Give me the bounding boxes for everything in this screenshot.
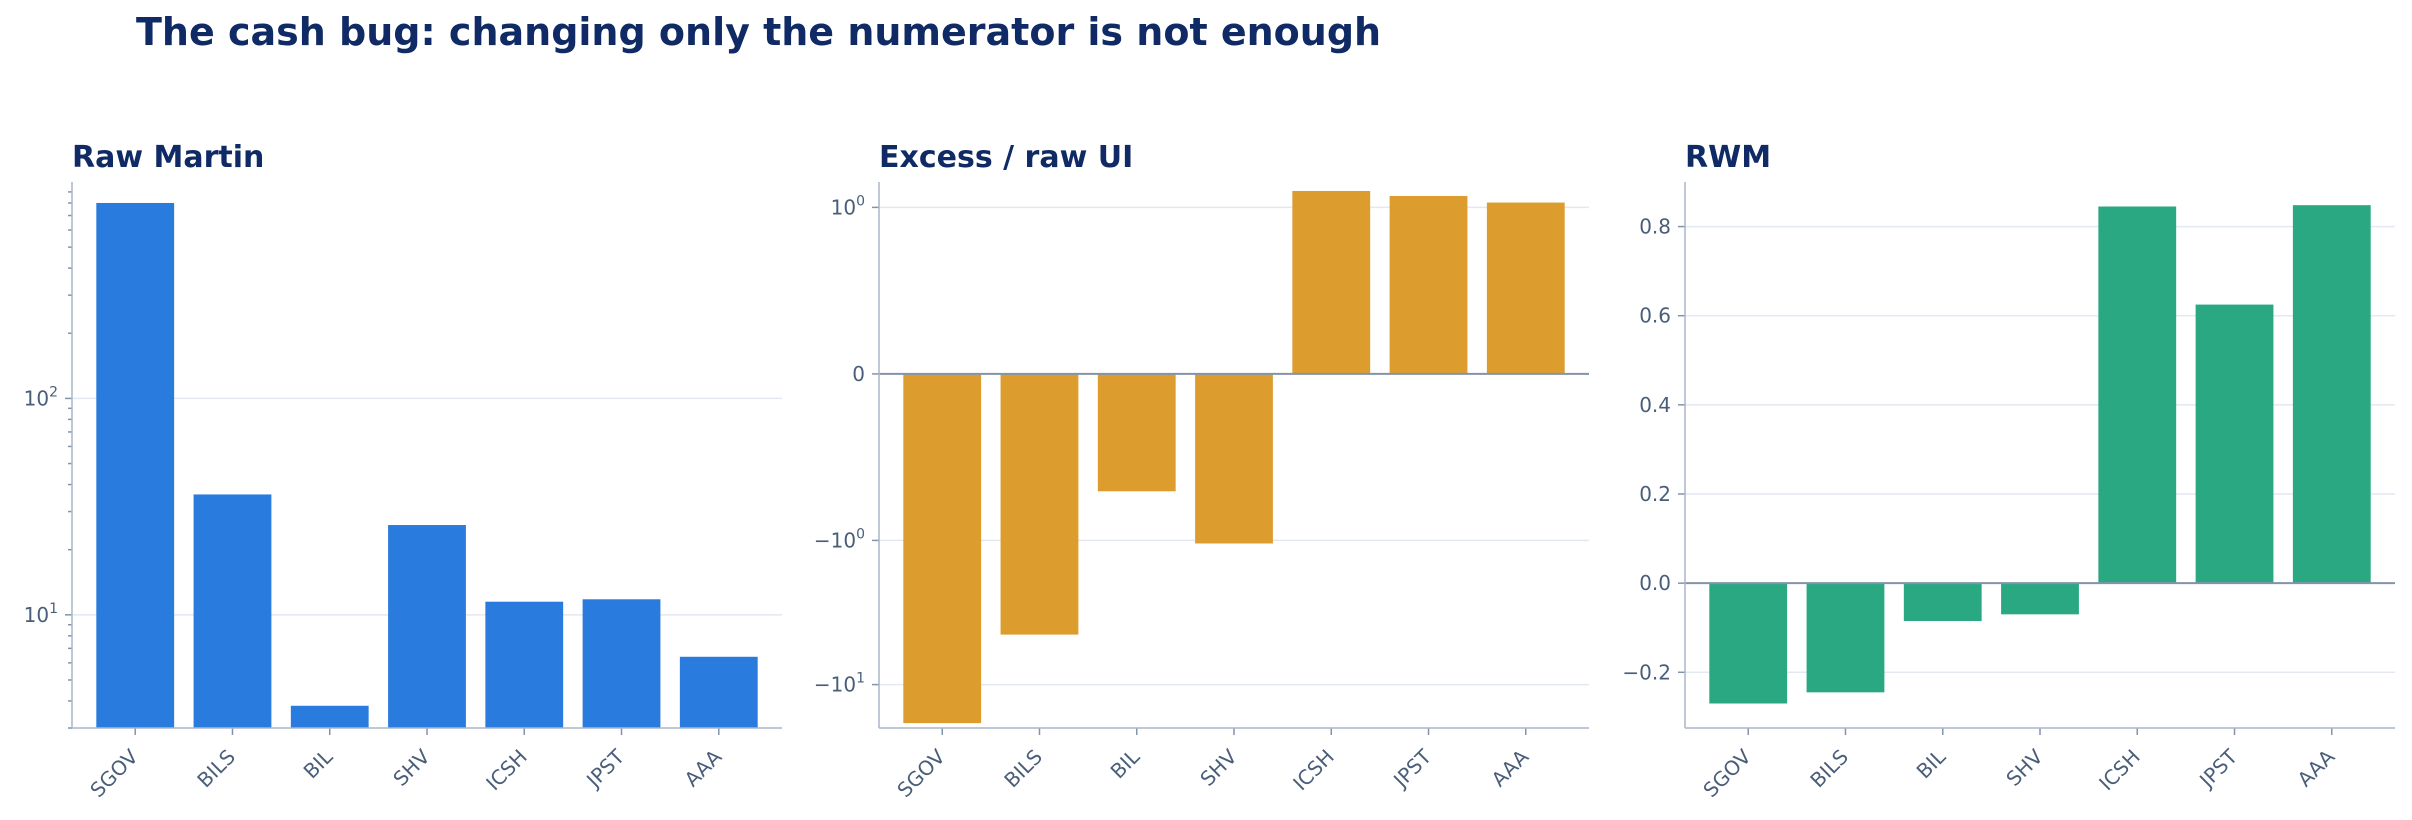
x-tick-label: SHV <box>388 744 434 790</box>
y-tick-label: 0.8 <box>1639 215 1671 239</box>
bar-bils <box>193 494 272 728</box>
x-tick-label: SGOV <box>85 744 143 802</box>
bar-bil <box>1097 373 1176 492</box>
y-tick-label: 100 <box>831 193 865 219</box>
bar-bil <box>1903 583 1982 622</box>
bar-aaa <box>1486 202 1565 374</box>
y-tick-label: −100 <box>814 526 865 552</box>
x-tick-label: AAA <box>1487 744 1534 791</box>
bar-bils <box>1806 583 1885 693</box>
bar-icsh <box>1292 190 1371 374</box>
x-tick-label: JPST <box>580 744 629 793</box>
x-tick-label: BIL <box>299 744 338 783</box>
figure-title: The cash bug: changing only the numerato… <box>136 10 1381 54</box>
bar-sgov <box>903 373 982 724</box>
x-tick-label: JPST <box>1387 744 1436 793</box>
x-tick-label: SGOV <box>892 744 950 802</box>
y-tick-label: 0.4 <box>1639 393 1671 417</box>
bar-sgov <box>1709 583 1788 704</box>
bar-jpst <box>582 599 661 728</box>
chart-title: Raw Martin <box>72 140 264 175</box>
bar-sgov <box>96 202 175 728</box>
y-tick-label: 101 <box>24 601 58 627</box>
x-tick-label: AAA <box>680 744 727 791</box>
y-tick-label: 0.0 <box>1639 571 1671 595</box>
bar-shv <box>2001 583 2079 615</box>
x-tick-label: BILS <box>1805 745 1853 793</box>
chart-title: Excess / raw UI <box>879 140 1133 175</box>
y-tick-label: −0.2 <box>1622 660 1671 684</box>
x-tick-label: BIL <box>1106 744 1145 783</box>
bar-shv <box>388 525 466 728</box>
y-tick-label: 0.2 <box>1639 482 1671 506</box>
chart-panel-excess-raw-ui: Excess / raw UI −101 −100 0 100 SGOV BILS BIL SH… <box>814 140 1589 802</box>
x-tick-label: JPST <box>2193 744 2242 793</box>
x-tick-label: BILS <box>192 745 240 793</box>
x-tick-label: ICSH <box>2094 745 2145 796</box>
x-tick-label: SHV <box>2001 744 2047 790</box>
x-tick-label: AAA <box>2293 744 2340 791</box>
bar-aaa <box>2292 205 2371 584</box>
y-tick-label: 102 <box>24 384 58 410</box>
x-tick-label: BIL <box>1912 744 1951 783</box>
bar-icsh <box>485 601 564 728</box>
bar-aaa <box>679 656 758 728</box>
x-tick-label: SHV <box>1195 744 1241 790</box>
bar-shv <box>1195 373 1273 544</box>
y-tick-label: 0.6 <box>1639 304 1671 328</box>
chart-panel-rwm: RWM −0.2 0.0 0.2 0.4 0.6 0.8 SGOV BILS BIL SHV ICSH… <box>1622 140 2395 802</box>
x-tick-label: BILS <box>999 745 1047 793</box>
x-tick-label: SGOV <box>1698 744 1756 802</box>
x-tick-label: ICSH <box>1288 745 1339 796</box>
bar-bils <box>1000 373 1079 635</box>
bar-jpst <box>2195 304 2274 584</box>
chart-panel-raw-martin: Raw Martin 101 102 SGOV BILS BIL SHV ICSH JPST AA… <box>24 140 782 802</box>
bar-icsh <box>2098 206 2177 584</box>
y-tick-label: −101 <box>814 671 865 697</box>
y-tick-label: 0 <box>852 362 865 386</box>
x-tick-label: ICSH <box>481 745 532 796</box>
bar-bil <box>290 705 369 728</box>
chart-title: RWM <box>1685 140 1771 175</box>
bar-jpst <box>1389 195 1468 374</box>
